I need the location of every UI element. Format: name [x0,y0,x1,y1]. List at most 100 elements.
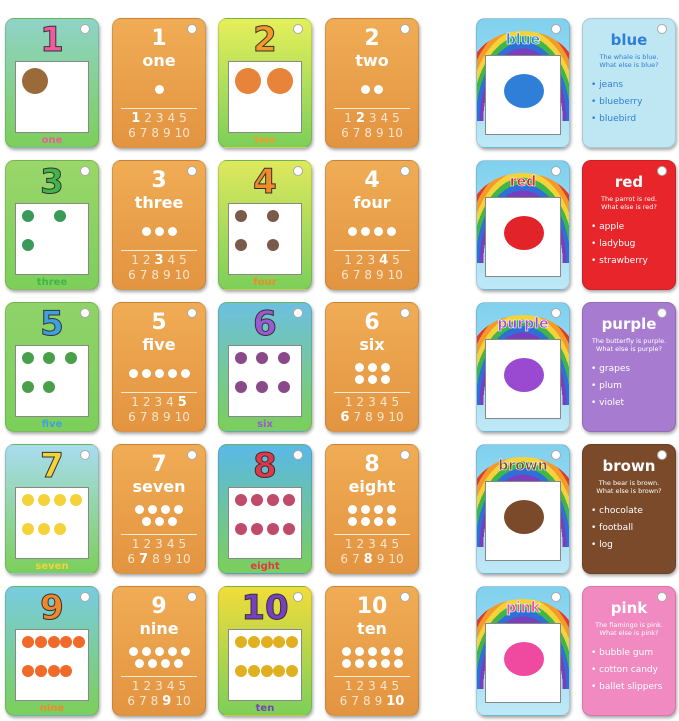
dot [380,646,390,656]
sentence: The parrot is red. [601,195,657,203]
question: What else is red? [601,203,657,211]
picture-window [228,487,302,559]
strip-number: 4 [380,111,389,125]
strip-number: 9 [376,552,385,566]
picture-animal [267,239,279,251]
strip-number: 7 [351,694,359,708]
picture-animal [504,216,544,250]
dot [135,658,144,668]
picture-word: three [36,277,68,288]
picture-animal [43,352,56,364]
dot-row [128,368,190,378]
picture-animal [60,665,73,677]
card-number: 3 [151,168,167,193]
strip-number: 7 [139,694,147,708]
question-block: The flamingo is pink. What else is pink? [583,621,675,637]
strip-number: 9 [376,268,384,282]
dot-group [326,642,418,672]
big-digit: 10 [241,588,289,628]
strip-number: 8 [364,126,372,140]
strip-number: 3 [368,679,376,693]
card-hole [293,450,303,460]
card-word: ten [357,619,387,638]
dot-row [348,226,396,236]
card-hole [80,450,90,460]
divider [121,392,197,393]
card-word: four [353,193,391,212]
picture-animal [277,352,290,364]
big-digit: 3 [40,162,65,202]
number-picture-card: 9 nine [5,586,99,716]
picture-word: seven [35,561,69,572]
picture-animal [267,210,279,222]
dot-row [135,658,183,668]
item-list: bubble gumcotton candyballet slippers [591,645,675,696]
dot [354,646,364,656]
strip-number: 2 [356,537,365,551]
card-hole [657,592,667,602]
picture-animal [247,665,260,677]
color-picture-card: pink [476,586,570,716]
card-hole [400,592,410,602]
strip-number: 5 [178,537,187,551]
card-word: two [355,51,389,70]
dot-row [341,646,403,656]
card-number: 5 [151,310,167,335]
picture-animal [235,381,247,393]
color-picture-card: purple [476,302,570,432]
picture-window [15,203,89,275]
strip-number: 3 [367,253,376,267]
dot [141,516,151,526]
dot [367,374,377,384]
item: blueberry [591,94,675,111]
picture-animal [267,68,293,94]
question: What else is blue? [599,61,659,69]
number-text-card: 9 nine 1 2 3 4 5 6 7 8 9 10 [112,586,206,716]
picture-word: eight [250,561,280,572]
card-hole [187,24,197,34]
dot [361,516,370,526]
strip-number: 5 [391,679,400,693]
picture-animal [22,665,34,677]
dot [141,368,151,378]
picture-animal [43,381,56,393]
strip-number: 10 [388,552,404,566]
strip-number: 5 [179,253,187,267]
color-name: red [509,174,537,191]
number-picture-card: 7 seven [5,444,99,574]
picture-animal [38,494,50,506]
card-hole [187,450,197,460]
dot [167,516,177,526]
picture-animal [235,68,261,94]
dot [128,646,138,656]
big-digit: 1 [40,20,65,60]
picture-animal [22,523,34,535]
card-hole [551,24,561,34]
picture-animal [47,665,60,677]
strip-number: 9 [162,694,172,709]
divider [334,392,410,393]
strip-number: 1 [344,111,352,125]
strip-number: 6 [128,268,136,282]
strip-number: 9 [163,268,171,282]
color-text-card: pink The flamingo is pink. What else is pi… [582,586,676,716]
dot [367,646,377,656]
number-strip: 6 7 8 9 10 [113,694,205,709]
card-hole [657,308,667,318]
dot-group [113,216,205,246]
picture-animal [286,636,299,648]
strip-number: 2 [143,679,152,693]
picture-window [15,345,89,417]
picture-animal [283,523,295,535]
dot-group [326,216,418,246]
dot [387,226,396,236]
dot [374,516,383,526]
number-picture-card: 5 five [5,302,99,432]
dot [341,658,351,668]
strip-number: 3 [155,679,163,693]
strip-number: 5 [392,111,400,125]
